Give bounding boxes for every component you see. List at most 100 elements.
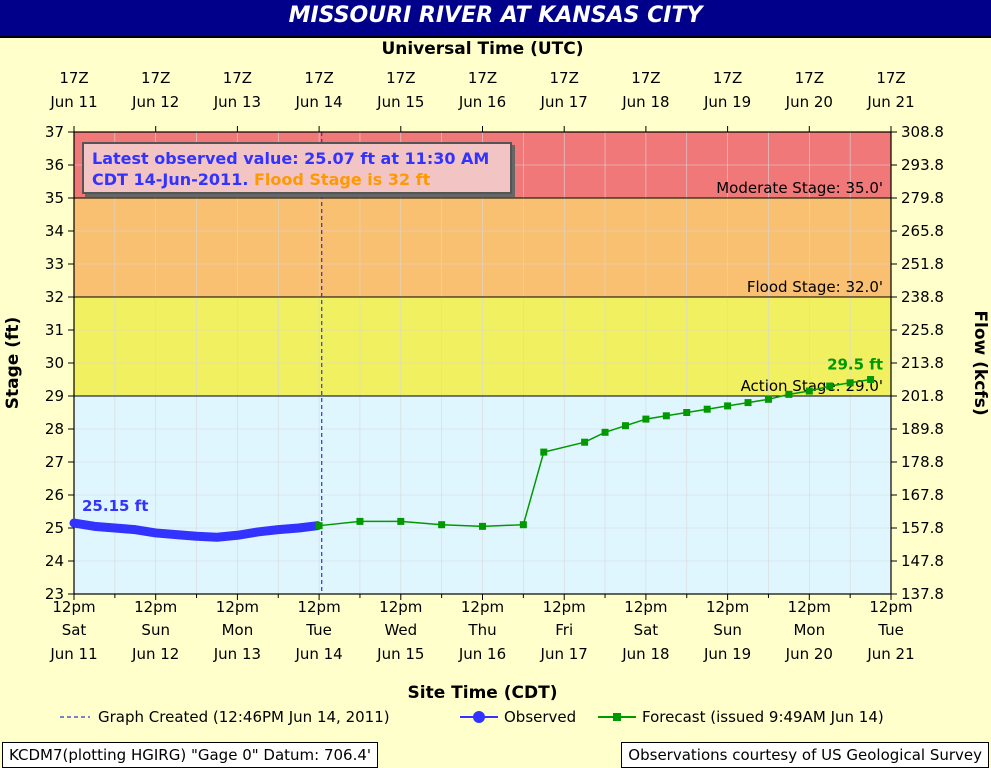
y-tick-label-11: 34 — [45, 222, 64, 240]
title-bar: MISSOURI RIVER AT KANSAS CITY — [0, 0, 991, 38]
legend-forecast: Forecast (issued 9:49AM Jun 14) — [642, 708, 884, 726]
forecast-line — [319, 378, 871, 528]
forecast-point — [621, 422, 629, 430]
x-tick-time-2: 12pm — [216, 598, 259, 616]
y-tick-label-1: 24 — [45, 552, 64, 570]
flow-tick-label-6: 201.8 — [901, 387, 944, 405]
x-tick-day-3: Tue — [305, 621, 332, 639]
chart-title: MISSOURI RIVER AT KANSAS CITY — [288, 3, 703, 28]
left-axis-label: Stage (ft) — [3, 317, 23, 410]
y-tick-label-5: 28 — [45, 420, 64, 438]
forecast-point — [519, 521, 527, 529]
x-tick-day-7: Sat — [634, 621, 659, 639]
x-tick-date-2: Jun 13 — [213, 645, 261, 663]
forecast-point — [601, 428, 609, 436]
y-tick-label-4: 27 — [45, 453, 64, 471]
legend-graph-created: Graph Created (12:46PM Jun 14, 2011) — [98, 708, 390, 726]
y-tick-label-0: 23 — [45, 585, 64, 603]
x-tick-date-1: Jun 12 — [131, 645, 179, 663]
y-tick-label-12: 35 — [45, 189, 64, 207]
usgs-credit-footer: Observations courtesy of US Geological S… — [621, 742, 989, 768]
forecast-point — [724, 402, 732, 410]
right-axis-label: Flow (kcfs) — [970, 310, 990, 415]
top-tick-time-8: 17Z — [713, 69, 742, 87]
flow-tick-label-0: 137.8 — [901, 585, 944, 603]
observed-start-label: 25.15 ft — [82, 497, 148, 515]
x-tick-day-5: Thu — [467, 621, 496, 639]
top-tick-time-7: 17Z — [631, 69, 660, 87]
top-tick-time-4: 17Z — [386, 69, 415, 87]
forecast-point — [642, 415, 650, 423]
top-tick-time-6: 17Z — [550, 69, 579, 87]
top-tick-date-7: Jun 18 — [621, 93, 669, 111]
top-tick-date-4: Jun 15 — [376, 93, 424, 111]
forecast-point — [764, 395, 772, 403]
latest-observation-line2: CDT 14-Jun-2011. — [92, 170, 249, 189]
latest-observation-line1: Latest observed value: 25.07 ft at 11:30… — [92, 149, 490, 168]
top-tick-date-6: Jun 17 — [540, 93, 588, 111]
top-tick-time-10: 17Z — [876, 69, 905, 87]
x-tick-time-7: 12pm — [624, 598, 667, 616]
x-tick-day-9: Mon — [793, 621, 825, 639]
forecast-point — [438, 521, 446, 529]
top-tick-date-9: Jun 20 — [785, 93, 833, 111]
x-tick-date-8: Jun 19 — [703, 645, 751, 663]
top-tick-time-0: 17Z — [59, 69, 88, 87]
forecast-point — [826, 382, 834, 390]
flow-tick-label-13: 293.8 — [901, 156, 944, 174]
forecast-point — [315, 522, 323, 530]
top-tick-date-2: Jun 13 — [213, 93, 261, 111]
forecast-point — [683, 409, 691, 416]
x-tick-date-7: Jun 18 — [621, 645, 669, 663]
flow-tick-label-9: 238.8 — [901, 288, 944, 306]
x-tick-date-6: Jun 17 — [540, 645, 588, 663]
forecast-point — [479, 522, 486, 530]
x-tick-date-4: Jun 15 — [376, 645, 424, 663]
forecast-point — [356, 517, 364, 525]
top-tick-date-3: Jun 14 — [294, 93, 342, 111]
legend-observed-marker — [473, 711, 485, 723]
x-tick-day-1: Sun — [141, 621, 170, 639]
forecast-point — [662, 412, 670, 420]
flood-stage-note: Flood Stage is 32 ft — [253, 170, 431, 189]
x-tick-time-8: 12pm — [706, 598, 749, 616]
x-tick-date-3: Jun 14 — [294, 645, 342, 663]
top-axis-label: Universal Time (UTC) — [381, 39, 583, 59]
top-tick-time-5: 17Z — [468, 69, 497, 87]
x-tick-time-10: 12pm — [869, 598, 912, 616]
x-tick-date-0: Jun 11 — [49, 645, 97, 663]
forecast-point — [867, 376, 875, 383]
x-tick-date-5: Jun 16 — [458, 645, 506, 663]
latest-observation-box: Latest observed value: 25.07 ft at 11:30… — [82, 142, 512, 194]
top-tick-time-2: 17Z — [223, 69, 252, 87]
flow-tick-label-12: 279.8 — [901, 189, 944, 207]
y-tick-label-13: 36 — [45, 156, 64, 174]
forecast-end-label: 29.5 ft — [827, 356, 883, 374]
datum-footer: KCDM7(plotting HGIRG) "Gage 0" Datum: 70… — [2, 742, 379, 768]
y-tick-label-6: 29 — [45, 387, 64, 405]
top-tick-date-1: Jun 12 — [131, 93, 179, 111]
flow-tick-label-3: 167.8 — [901, 486, 944, 504]
x-tick-time-9: 12pm — [788, 598, 831, 616]
x-tick-day-6: Fri — [555, 621, 573, 639]
x-tick-day-2: Mon — [222, 621, 254, 639]
top-tick-time-1: 17Z — [141, 69, 170, 87]
forecast-point — [846, 379, 854, 387]
forecast-point — [805, 387, 813, 395]
x-tick-date-9: Jun 20 — [785, 645, 833, 663]
forecast-point — [785, 390, 793, 398]
top-tick-date-10: Jun 21 — [866, 93, 914, 111]
flow-tick-label-4: 178.8 — [901, 453, 944, 471]
flow-tick-label-5: 189.8 — [901, 420, 944, 438]
x-tick-date-10: Jun 21 — [866, 645, 914, 663]
y-tick-label-10: 33 — [45, 255, 64, 273]
forecast-point — [703, 405, 711, 413]
x-tick-time-3: 12pm — [297, 598, 340, 616]
observed-line — [69, 518, 322, 542]
flow-tick-label-8: 225.8 — [901, 321, 944, 339]
top-tick-date-0: Jun 11 — [49, 93, 97, 111]
x-tick-time-4: 12pm — [379, 598, 422, 616]
top-tick-date-5: Jun 16 — [458, 93, 506, 111]
y-tick-label-8: 31 — [45, 321, 64, 339]
